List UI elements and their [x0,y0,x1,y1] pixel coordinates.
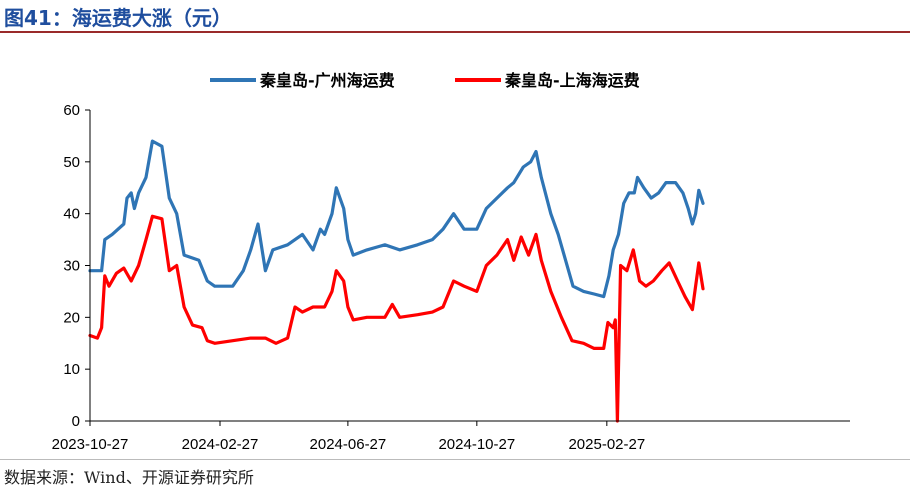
title-divider [0,31,910,33]
source-note: 数据来源：Wind、开源证券研究所 [4,468,254,487]
y-tick-label: 50 [63,154,80,171]
y-tick-label: 20 [63,309,80,326]
y-tick-label: 10 [63,361,80,378]
y-tick-label: 60 [63,102,80,119]
y-tick-label: 0 [72,413,80,430]
y-tick-label: 40 [63,206,80,223]
chart-axes: 0 10 20 30 40 50 60 2023-10-27 2024-02-27 2024-06… [52,102,850,453]
series-line-2 [88,214,705,423]
x-tick-label: 2024-02-27 [182,436,259,453]
y-tick-label: 30 [63,258,80,275]
chart-legend: 秦皇岛-广州海运费 秦皇岛-上海海运费 [210,71,640,90]
x-tick-label: 2025-02-27 [568,436,645,453]
legend-label-2: 秦皇岛-上海海运费 [504,71,640,90]
x-tick-label: 2024-06-27 [310,436,387,453]
figure-title: 图41：海运费大涨（元） [4,6,232,30]
footer-divider [0,459,910,460]
x-tick-label: 2023-10-27 [52,436,129,453]
series-line-1 [88,139,705,299]
x-tick-label: 2024-10-27 [438,436,515,453]
series-layer [88,139,705,423]
line-chart: 秦皇岛-广州海运费 秦皇岛-上海海运费 0 10 20 30 40 50 60 2023-10-… [52,71,850,453]
legend-label-1: 秦皇岛-广州海运费 [259,71,395,90]
